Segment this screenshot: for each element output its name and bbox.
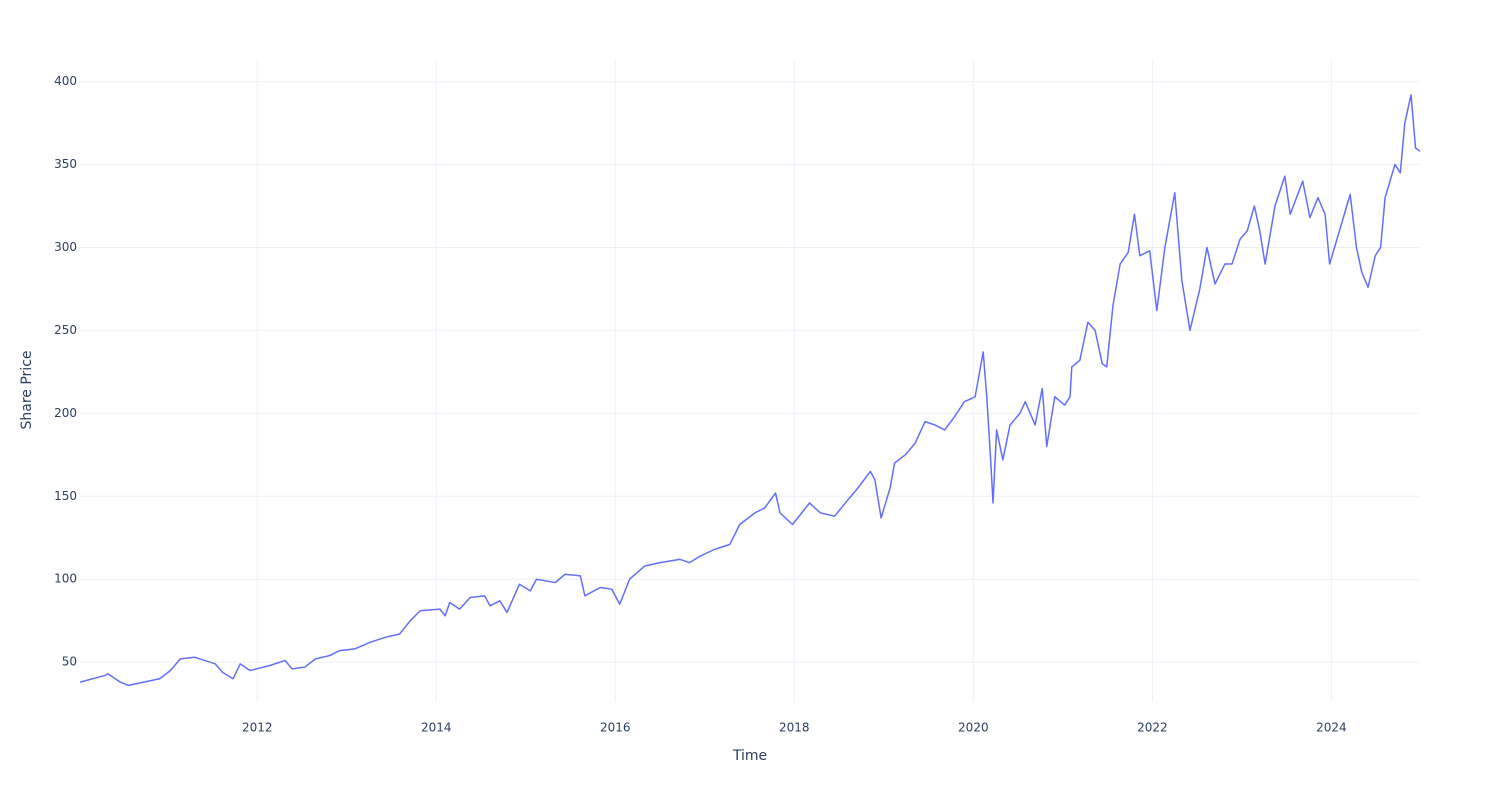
x-tick-label: 2012 — [242, 721, 273, 735]
y-tick-label: 300 — [54, 240, 77, 254]
y-tick-label: 150 — [54, 489, 77, 503]
y-tick-label: 400 — [54, 74, 77, 88]
y-axis-title: Share Price — [19, 350, 35, 429]
x-tick-label: 2018 — [779, 721, 810, 735]
x-axis-title: Time — [732, 748, 767, 764]
y-tick-label: 250 — [54, 323, 77, 337]
y-tick-label: 350 — [54, 157, 77, 171]
x-tick-label: 2024 — [1316, 721, 1347, 735]
x-tick-label: 2014 — [421, 721, 452, 735]
line-series — [79, 94, 1421, 687]
y-tick-label: 50 — [62, 655, 77, 669]
x-tick-label: 2022 — [1137, 721, 1168, 735]
x-tick-label: 2016 — [600, 721, 631, 735]
y-tick-label: 200 — [54, 406, 77, 420]
y-tick-label: 100 — [54, 572, 77, 586]
x-tick-label: 2020 — [958, 721, 989, 735]
